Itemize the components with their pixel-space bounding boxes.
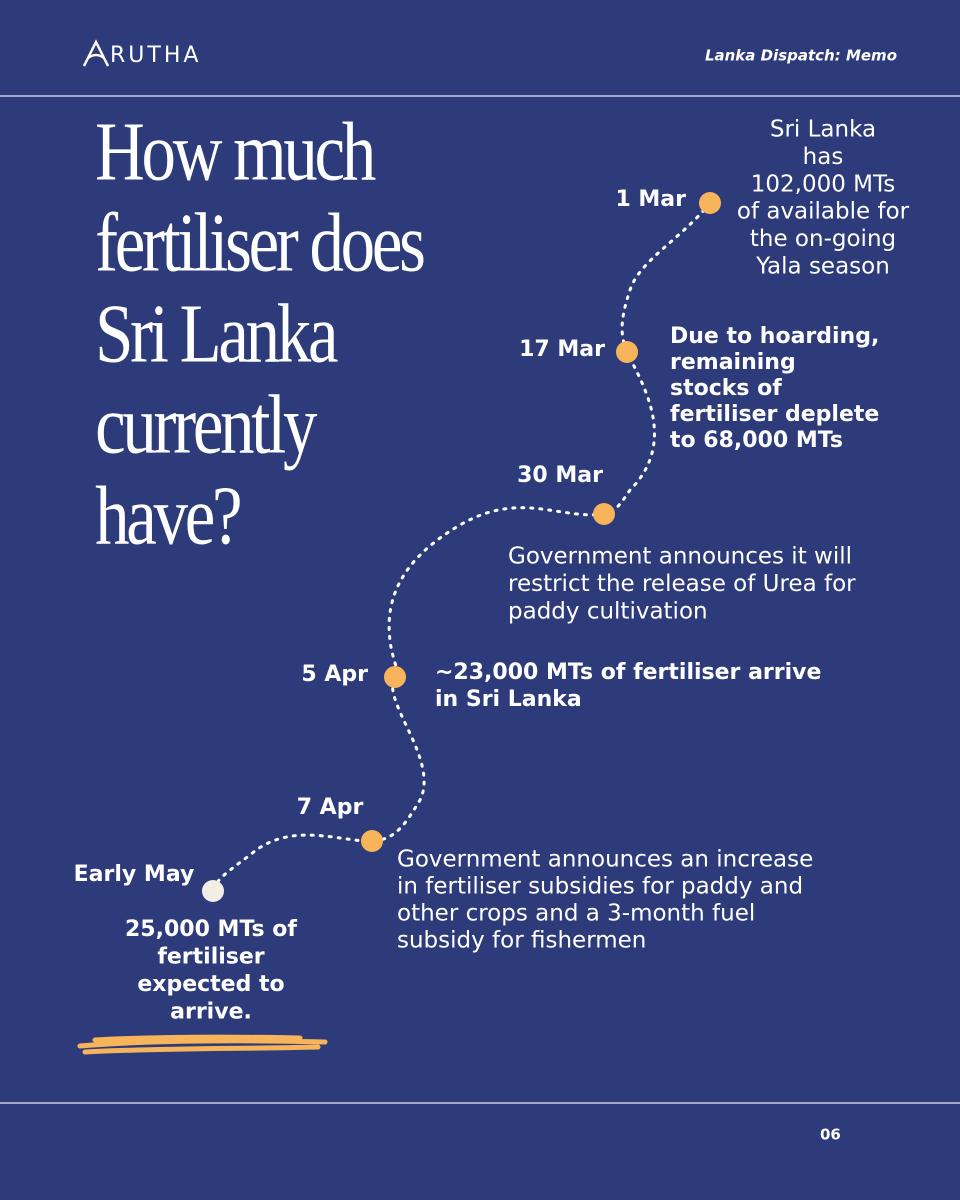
event-date: 7 Apr xyxy=(297,795,364,820)
event-text: ~23,000 MTs of fertiliser arrive xyxy=(435,660,821,685)
title-line: currently xyxy=(95,378,318,471)
event-text: to 68,000 MTs xyxy=(670,428,843,453)
event-text: in Sri Lanka xyxy=(435,687,582,712)
event-text: paddy cultivation xyxy=(508,599,708,625)
title-line: fertiliser does xyxy=(95,196,424,289)
logo-icon xyxy=(82,39,110,67)
event-text: arrive. xyxy=(170,1000,252,1025)
event-text: other crops and a 3-month fuel xyxy=(397,901,755,927)
header-tag: Lanka Dispatch: Memo xyxy=(705,47,897,65)
event-text: in fertiliser subsidies for paddy and xyxy=(397,874,803,900)
event-date: 17 Mar xyxy=(519,337,605,362)
event-text: 102,000 MTs xyxy=(751,171,896,197)
event-text: expected to xyxy=(137,972,284,997)
event-text: remaining xyxy=(670,350,796,375)
event-text: fertiliser deplete xyxy=(670,402,879,427)
brush-stroke xyxy=(77,1034,328,1055)
event-text: the on-going xyxy=(750,226,896,252)
event-text: Sri Lanka xyxy=(770,117,876,143)
event-text: Due to hoarding, xyxy=(670,324,879,349)
event-date: 30 Mar xyxy=(517,463,603,488)
event-text: Yala season xyxy=(755,254,890,280)
logo: RUTHA xyxy=(110,43,201,68)
event-text: subsidy for fishermen xyxy=(397,928,646,954)
title-line: Sri Lanka xyxy=(95,287,338,380)
timeline-dot xyxy=(616,341,638,363)
event-text: stocks of xyxy=(670,376,782,401)
event-text: Government announces an increase xyxy=(397,847,813,873)
event-text: 25,000 MTs of xyxy=(125,917,297,942)
timeline-dot xyxy=(384,666,406,688)
event-text: has xyxy=(803,144,844,170)
timeline-dot xyxy=(202,880,224,902)
title-line: How much xyxy=(95,105,376,198)
event-date: 5 Apr xyxy=(301,662,368,687)
event-text: restrict the release of Urea for xyxy=(508,571,856,597)
event-date: Early May xyxy=(74,862,195,887)
timeline-dot xyxy=(699,192,721,214)
page-number: 06 xyxy=(820,1126,841,1144)
event-text: Government announces it will xyxy=(508,544,852,570)
timeline-dot xyxy=(593,503,615,525)
event-text: of available for xyxy=(737,199,910,225)
event-text: fertiliser xyxy=(157,945,264,970)
timeline-dot xyxy=(361,830,383,852)
event-date: 1 Mar xyxy=(615,187,686,212)
title-line: have? xyxy=(95,469,240,562)
